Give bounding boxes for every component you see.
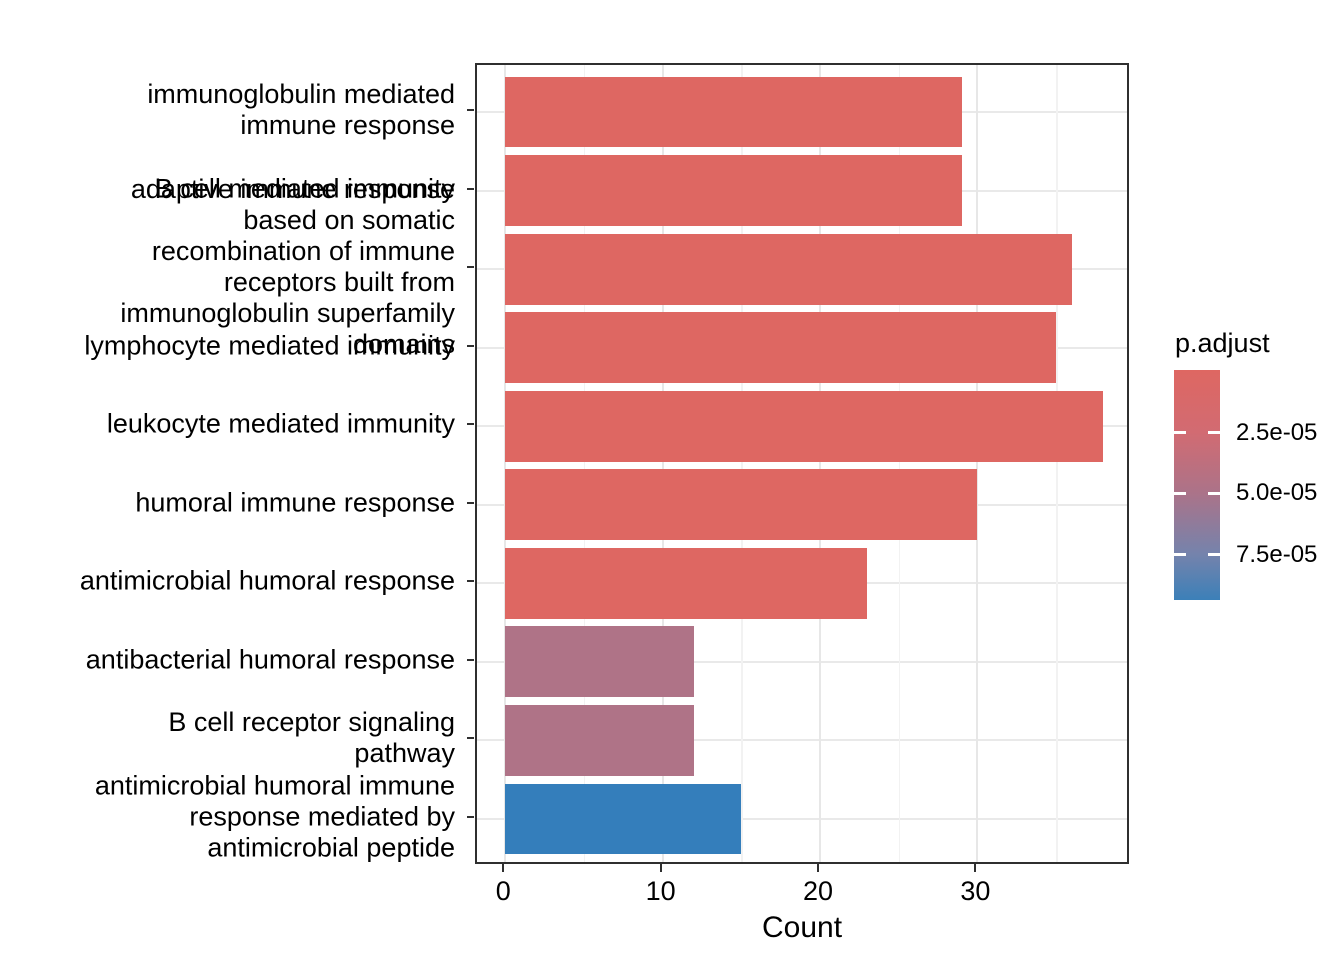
y-axis-label: antimicrobial humoral immune response med… [95, 770, 455, 863]
bar [505, 547, 868, 619]
v-gridline-major [976, 65, 979, 862]
y-tick [467, 423, 474, 426]
v-gridline-major [661, 65, 664, 862]
h-gridline [477, 817, 1127, 820]
y-axis-label-line: humoral immune response [135, 487, 455, 518]
y-axis-label-line: immune response [240, 110, 455, 141]
legend-tick-label: 7.5e-05 [1236, 540, 1318, 568]
v-gridline-major [504, 65, 507, 862]
y-axis-label-line: antibacterial humoral response [85, 644, 455, 675]
y-axis-label: humoral immune response [135, 487, 455, 518]
v-gridline-minor [583, 65, 586, 862]
x-axis-label: 30 [960, 876, 991, 906]
legend-tick [1208, 553, 1220, 557]
x-tick [974, 864, 977, 872]
x-tick [659, 864, 662, 872]
bar [505, 783, 742, 855]
x-axis-title: Count [761, 911, 843, 944]
legend-tick-label: 5.0e-05 [1236, 479, 1318, 507]
bar [505, 705, 695, 776]
y-axis-label: leukocyte mediated immunity [107, 409, 455, 440]
y-axis-label-line: immunoglobulin mediated [147, 79, 455, 110]
y-axis-label: antibacterial humoral response [86, 644, 455, 675]
bar [505, 233, 1072, 305]
y-tick [467, 266, 474, 269]
y-axis-label-line: pathway [354, 738, 455, 769]
y-axis-label-line: immunoglobulin superfamily [120, 298, 455, 329]
h-gridline [477, 739, 1127, 742]
y-axis-label-line: adaptive immune response [130, 174, 455, 205]
y-tick [467, 109, 474, 112]
legend-tick [1174, 431, 1186, 435]
legend-tick [1208, 491, 1220, 495]
y-axis-label: antimicrobial humoral response [80, 566, 455, 597]
legend-tick [1208, 431, 1220, 435]
bar [505, 390, 1104, 462]
bar [505, 626, 695, 698]
y-tick [467, 187, 474, 190]
y-tick [467, 737, 474, 740]
y-axis-label-line: receptors built from [223, 267, 455, 298]
y-axis-label: immunoglobulin mediated immune response [147, 79, 455, 141]
plot-panel [475, 63, 1129, 864]
bar [505, 76, 962, 148]
x-axis-label: 10 [645, 876, 676, 906]
v-gridline-major [819, 65, 822, 862]
legend-tick [1174, 553, 1186, 557]
v-gridline-minor [1056, 65, 1058, 862]
bar [505, 155, 962, 226]
y-axis-label: B cell receptor signaling pathway [168, 707, 455, 769]
v-gridline-minor [898, 65, 901, 862]
x-axis-label: 0 [495, 876, 511, 906]
x-axis-label: 20 [803, 876, 834, 906]
bars [477, 65, 1127, 862]
h-gridline [477, 660, 1127, 663]
y-axis-label-line: B cell receptor signaling [168, 707, 455, 738]
y-axis-label: adaptive immune response based on somatic… [120, 174, 455, 360]
y-tick [467, 501, 474, 504]
y-axis-label-line: antimicrobial humoral immune [94, 770, 455, 801]
x-tick [502, 864, 505, 872]
y-axis-label-line: recombination of immune [151, 236, 455, 267]
bar [505, 469, 978, 541]
y-tick [467, 815, 474, 818]
v-gridline-minor [741, 65, 743, 862]
y-tick [467, 580, 474, 583]
legend-tick [1174, 491, 1186, 495]
y-axis-label-line: lymphocyte mediated immunity [84, 330, 455, 361]
y-axis-label-line: B cell mediated immunity [154, 173, 455, 204]
legend-tick-label: 2.5e-05 [1236, 418, 1318, 446]
y-axis-label-line: antimicrobial peptide [207, 832, 455, 863]
y-axis-label: lymphocyte mediated immunity [84, 330, 455, 361]
y-axis-label-line: response mediated by [189, 801, 455, 832]
legend-gradient-bar [1174, 370, 1220, 600]
y-axis-label-line: domains [352, 329, 455, 360]
y-axis-label-line: antimicrobial humoral response [79, 565, 455, 596]
legend-title: p.adjust [1175, 328, 1270, 358]
y-axis-label: B cell mediated immunity [155, 173, 455, 204]
y-axis-label-line: based on somatic [243, 205, 455, 236]
y-tick [467, 344, 474, 347]
y-axis-label-line: leukocyte mediated immunity [106, 408, 455, 439]
x-tick [817, 864, 820, 872]
bar [505, 312, 1057, 384]
y-tick [467, 658, 474, 661]
